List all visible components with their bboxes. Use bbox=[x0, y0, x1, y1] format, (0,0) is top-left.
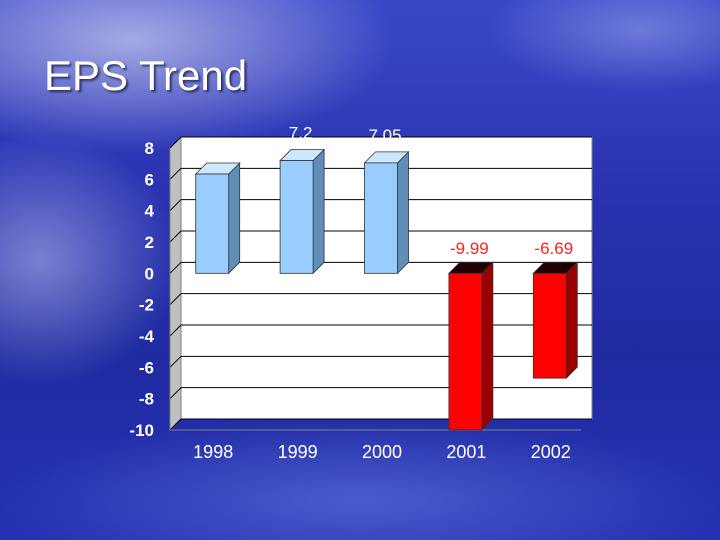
bar-side-1998 bbox=[228, 162, 241, 275]
bar-1999 bbox=[279, 160, 314, 274]
bar-2001 bbox=[448, 272, 483, 431]
plot-area: 8 6 4 2 0 -2 -4 -6 -8 -10 6.34 1998 7.2 1999 7.05 2000 -… bbox=[129, 124, 593, 462]
gridline bbox=[169, 230, 592, 243]
slide-title: EPS Trend bbox=[44, 52, 248, 99]
y-tick-label: -6 bbox=[139, 358, 154, 377]
y-tick-label: 8 bbox=[145, 139, 154, 158]
data-label-1999: 7.2 bbox=[289, 124, 313, 143]
gridline bbox=[169, 418, 592, 431]
y-tick-label: 2 bbox=[145, 233, 154, 252]
gridline bbox=[169, 136, 592, 149]
y-tick-label: -4 bbox=[139, 327, 155, 346]
y-tick-label: 4 bbox=[145, 202, 155, 221]
y-tick-label: -2 bbox=[139, 296, 154, 315]
data-label-1998: 6.34 bbox=[200, 137, 233, 156]
bar-2002 bbox=[532, 272, 567, 379]
x-tick-label-2000: 2000 bbox=[362, 442, 402, 462]
data-label-2000: 7.05 bbox=[368, 126, 401, 145]
x-tick-label-2001: 2001 bbox=[446, 442, 486, 462]
y-tick-label: 0 bbox=[145, 264, 154, 283]
y-tick-label: -10 bbox=[129, 421, 154, 440]
x-tick-label-1998: 1998 bbox=[193, 442, 233, 462]
plot-side-wall bbox=[169, 135, 182, 432]
gridline bbox=[169, 167, 592, 180]
bar-1998 bbox=[195, 173, 230, 274]
data-label-2001: -9.99 bbox=[450, 239, 489, 258]
y-tick-label: -8 bbox=[139, 390, 154, 409]
x-tick-label-1999: 1999 bbox=[278, 442, 318, 462]
y-tick-label: 6 bbox=[145, 170, 154, 189]
bar-side-2001 bbox=[481, 261, 494, 431]
bar-side-2000 bbox=[397, 150, 409, 275]
bar-side-1999 bbox=[312, 148, 325, 275]
x-tick-label-2002: 2002 bbox=[531, 442, 571, 462]
bar-side-2002 bbox=[565, 261, 578, 380]
data-label-2002: -6.69 bbox=[534, 239, 573, 258]
gridline bbox=[169, 199, 592, 212]
bar-2000 bbox=[364, 162, 398, 274]
gridline bbox=[169, 261, 592, 274]
